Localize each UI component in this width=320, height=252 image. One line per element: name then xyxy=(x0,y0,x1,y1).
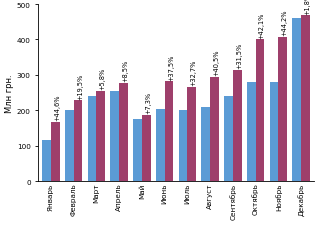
Bar xyxy=(270,83,278,181)
Bar xyxy=(224,97,233,181)
Bar xyxy=(233,70,242,181)
Text: +44,6%: +44,6% xyxy=(54,94,60,121)
Text: +31,5%: +31,5% xyxy=(236,42,242,69)
Text: +7,3%: +7,3% xyxy=(145,91,151,113)
Text: +32,7%: +32,7% xyxy=(190,59,196,86)
Bar xyxy=(119,84,128,181)
Bar xyxy=(292,19,301,181)
Bar xyxy=(88,97,96,181)
Text: +19,5%: +19,5% xyxy=(77,73,83,99)
Bar xyxy=(164,82,173,181)
Bar xyxy=(278,38,287,181)
Bar xyxy=(247,83,256,181)
Bar xyxy=(65,111,74,181)
Bar xyxy=(256,40,264,181)
Bar xyxy=(110,91,119,181)
Bar xyxy=(188,88,196,181)
Text: +44,2%: +44,2% xyxy=(282,10,288,36)
Bar xyxy=(74,101,82,181)
Bar xyxy=(42,141,51,181)
Text: +5,8%: +5,8% xyxy=(100,68,106,90)
Bar xyxy=(301,16,310,181)
Text: +37,5%: +37,5% xyxy=(168,54,174,80)
Text: +1,8%: +1,8% xyxy=(304,0,310,15)
Bar xyxy=(210,77,219,181)
Bar xyxy=(179,111,188,181)
Bar xyxy=(142,115,150,181)
Bar xyxy=(202,107,210,181)
Bar xyxy=(156,109,164,181)
Y-axis label: Млн грн.: Млн грн. xyxy=(5,74,14,112)
Bar xyxy=(51,122,60,181)
Bar xyxy=(133,120,142,181)
Text: +40,5%: +40,5% xyxy=(213,49,219,76)
Text: +42,1%: +42,1% xyxy=(259,12,265,39)
Bar xyxy=(96,92,105,181)
Text: +8,5%: +8,5% xyxy=(122,60,128,82)
